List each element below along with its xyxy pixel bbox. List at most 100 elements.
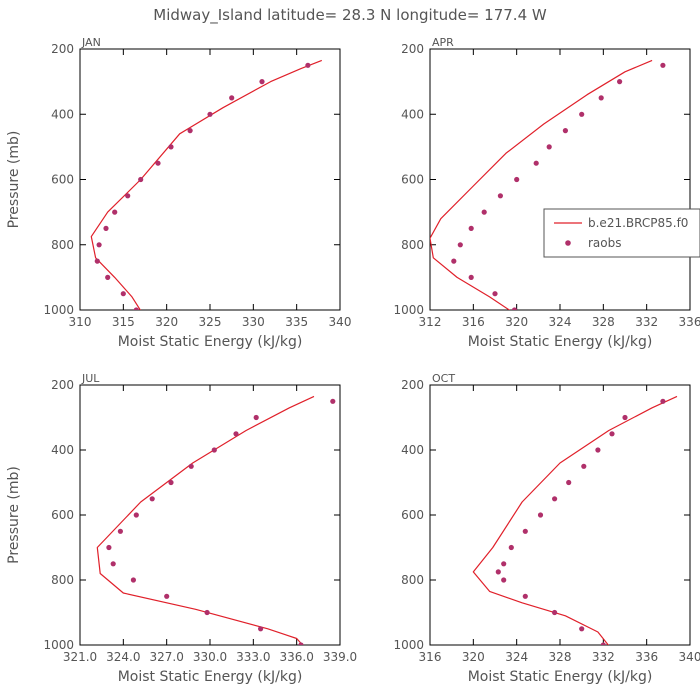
legend: b.e21.BRCP85.f0 raobs xyxy=(543,208,700,258)
panel-label: OCT xyxy=(432,372,455,385)
raobs-point xyxy=(481,209,487,215)
raobs-point xyxy=(149,496,155,502)
raobs-point xyxy=(533,160,539,166)
x-tick-label: 324.0 xyxy=(106,650,140,664)
legend-dot-marker xyxy=(565,240,571,246)
raobs-point xyxy=(522,593,528,599)
raobs-point xyxy=(501,577,507,583)
raobs-point xyxy=(298,642,304,645)
plot-frame xyxy=(429,384,691,646)
raobs-point xyxy=(330,398,336,404)
raobs-point xyxy=(566,479,572,486)
plot-data xyxy=(472,395,678,645)
series-line-model xyxy=(472,395,678,645)
raobs-point xyxy=(552,496,558,502)
y-tick-label: 400 xyxy=(401,443,424,457)
x-tick-label: 327.0 xyxy=(149,650,183,664)
raobs-point xyxy=(168,144,174,150)
plot-data xyxy=(90,59,323,310)
plot-frame xyxy=(79,48,341,311)
raobs-point xyxy=(492,291,498,297)
raobs-point xyxy=(155,160,161,166)
y-axis-label: Pressure (mb) xyxy=(6,131,22,229)
raobs-point xyxy=(609,431,615,437)
raobs-point xyxy=(168,479,174,486)
raobs-point xyxy=(546,144,552,150)
raobs-point xyxy=(579,626,585,632)
y-tick-label: 600 xyxy=(51,173,74,187)
raobs-point xyxy=(617,79,623,85)
x-tick-label: 340 xyxy=(329,315,352,329)
raobs-point xyxy=(495,569,501,575)
raobs-point xyxy=(595,447,601,453)
raobs-point xyxy=(130,577,136,583)
raobs-point xyxy=(164,593,170,599)
raobs-point xyxy=(112,209,118,215)
y-tick-label: 1000 xyxy=(43,303,74,317)
y-tick-label: 200 xyxy=(401,378,424,392)
raobs-point xyxy=(138,176,144,183)
legend-label-raobs: raobs xyxy=(588,236,622,250)
raobs-point xyxy=(229,95,235,101)
panel-label: JAN xyxy=(81,36,101,49)
raobs-point xyxy=(579,111,585,117)
y-tick-label: 200 xyxy=(401,42,424,56)
raobs-point xyxy=(207,111,213,117)
raobs-point xyxy=(581,463,587,469)
raobs-point xyxy=(501,561,507,567)
raobs-point xyxy=(508,544,514,551)
raobs-point xyxy=(120,291,126,297)
x-tick-label: 312 xyxy=(419,315,442,329)
x-tick-label: 321.0 xyxy=(63,650,97,664)
x-tick-label: 333.0 xyxy=(236,650,270,664)
x-tick-label: 335 xyxy=(285,315,308,329)
raobs-point xyxy=(125,193,131,199)
raobs-point xyxy=(96,242,102,248)
raobs-point xyxy=(497,193,503,199)
raobs-point xyxy=(117,528,123,534)
y-tick-label: 600 xyxy=(401,173,424,187)
x-tick-label: 316 xyxy=(462,315,485,329)
legend-box xyxy=(543,208,700,258)
y-tick-label: 1000 xyxy=(393,303,424,317)
x-tick-label: 330 xyxy=(242,315,265,329)
raobs-point xyxy=(204,609,210,616)
raobs-point xyxy=(660,398,666,404)
raobs-point xyxy=(660,62,666,68)
plot-frame xyxy=(79,384,341,646)
raobs-point xyxy=(622,414,628,421)
raobs-point xyxy=(562,128,569,134)
x-tick-label: 336 xyxy=(635,650,658,664)
y-tick-label: 800 xyxy=(51,573,74,587)
raobs-point xyxy=(94,258,100,264)
raobs-point xyxy=(110,561,116,567)
raobs-point xyxy=(133,512,139,518)
y-tick-label: 600 xyxy=(51,508,74,522)
raobs-point xyxy=(187,128,193,134)
raobs-point xyxy=(105,274,111,280)
raobs-point xyxy=(511,307,518,310)
x-axis-label: Moist Static Energy (kJ/kg) xyxy=(468,334,653,350)
x-tick-label: 320 xyxy=(155,315,178,329)
y-tick-label: 400 xyxy=(51,443,74,457)
panel-oct: OCT 316 320 324 328 332 336 340 200 400 600 800 1000… xyxy=(393,372,700,685)
panel-label: JUL xyxy=(81,372,100,385)
panels: JAN 310 315 320 325 330 335 340 200 400 600 800 1000… xyxy=(6,36,700,685)
y-tick-label: 400 xyxy=(51,107,74,121)
y-tick-label: 200 xyxy=(51,378,74,392)
panel-apr: APR 312 316 320 324 328 332 336 200 400 600 800 1000… xyxy=(393,36,700,350)
raobs-point xyxy=(258,626,264,632)
x-tick-label: 324 xyxy=(505,650,528,664)
x-tick-label: 332 xyxy=(635,315,658,329)
x-tick-label: 315 xyxy=(112,315,135,329)
panel-jul: JUL 321.0 324.0 327.0 330.0 333.0 336.0 339.0 20… xyxy=(6,372,357,685)
plot-frame xyxy=(429,48,691,311)
legend-label-model: b.e21.BRCP85.f0 xyxy=(588,216,688,230)
raobs-point xyxy=(598,95,604,101)
raobs-point xyxy=(259,79,265,85)
y-tick-label: 800 xyxy=(51,238,74,252)
raobs-point xyxy=(451,258,457,264)
plot-data xyxy=(430,59,666,310)
x-tick-label: 339.0 xyxy=(323,650,357,664)
